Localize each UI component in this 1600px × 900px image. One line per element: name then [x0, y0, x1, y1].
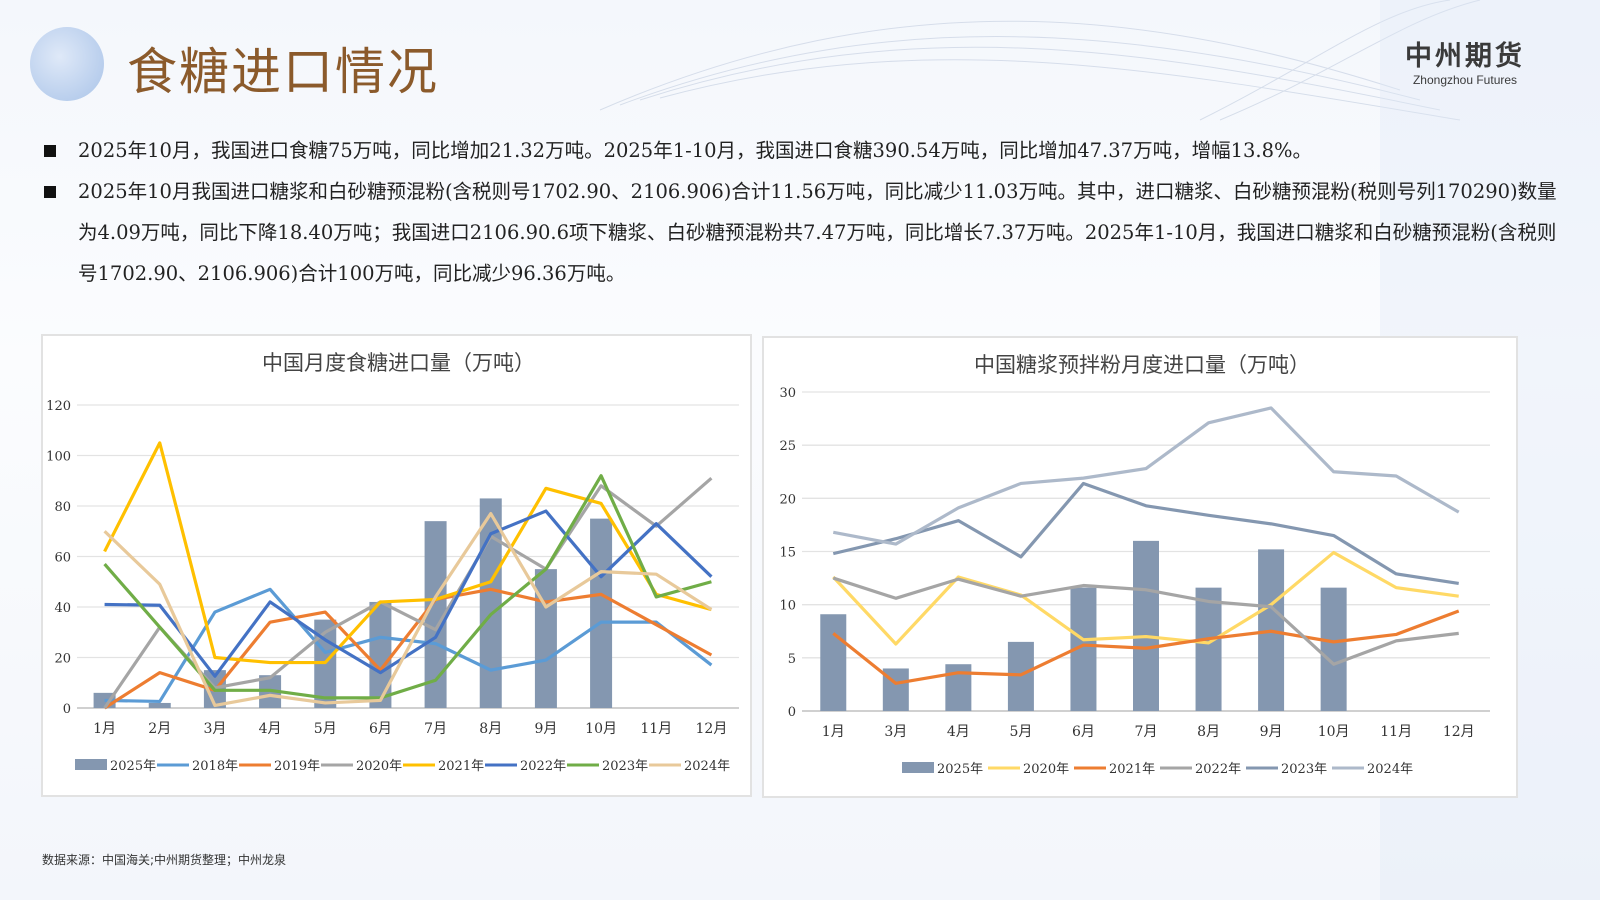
y-tick-label: 120: [46, 399, 71, 414]
chart-title: 中国月度食糖进口量（万吨）: [262, 351, 535, 375]
legend-label: 2020年: [1023, 762, 1069, 777]
logo-icon: [30, 27, 104, 101]
data-source: 数据来源：中国海关;中州期货整理；中州龙泉: [42, 853, 287, 867]
bar-2025年: [820, 614, 847, 711]
legend-label: 2023年: [602, 759, 648, 774]
chart-svg: 中国月度食糖进口量（万吨） 0 20 40 60 80 100 120 1月 2月 3月 4月 5月 6月…: [46, 351, 739, 774]
line-2024年: [832, 406, 1460, 546]
legend-label: 2018年: [192, 759, 238, 774]
legend-label: 2021年: [1109, 762, 1155, 777]
y-tick-label: 20: [779, 492, 796, 507]
legend-label: 2025年: [937, 762, 983, 777]
x-tick-label: 3月: [203, 721, 226, 737]
x-tick-label: 3月: [884, 724, 907, 740]
bar-2025年: [479, 498, 502, 708]
line-2023年: [832, 481, 1459, 585]
x-tick-label: 5月: [314, 721, 337, 737]
summary-bullets: 2025年10月，我国进口食糖75万吨，同比增加21.32万吨。2025年1-1…: [42, 130, 1562, 294]
brand-logo: 中州期货 Zhongzhou Futures: [1405, 34, 1525, 87]
line-2020年: [832, 550, 1459, 646]
bar-2025年: [148, 702, 171, 708]
y-tick-label: 40: [54, 601, 71, 616]
legend-label: 2022年: [520, 759, 566, 774]
x-tick-label: 9月: [1260, 724, 1283, 740]
x-tick-label: 8月: [1197, 724, 1220, 740]
legend-label: 2025年: [110, 759, 156, 774]
chart-svg: 中国糖浆预拌粉月度进口量（万吨） 0 5 10 15 20 25 30 1月 3月 4月 5月 6月 7月…: [779, 353, 1490, 777]
x-tick-label: 4月: [947, 724, 970, 740]
bullet-square-icon: [44, 145, 56, 157]
x-tick-label: 9月: [534, 721, 557, 737]
y-tick-label: 80: [54, 500, 71, 515]
bullet-square-icon: [44, 186, 56, 198]
legend-swatch: [75, 759, 107, 770]
line-2021年: [103, 441, 712, 665]
y-tick-label: 60: [54, 551, 71, 566]
x-tick-label: 1月: [822, 724, 845, 740]
x-tick-label: 7月: [1135, 724, 1158, 740]
y-tick-label: 15: [779, 546, 796, 561]
x-tick-label: 6月: [1072, 724, 1095, 740]
y-tick-label: 0: [63, 702, 71, 717]
bullet-item: 2025年10月，我国进口食糖75万吨，同比增加21.32万吨。2025年1-1…: [42, 130, 1562, 171]
x-tick-label: 11月: [1380, 724, 1412, 740]
x-tick-label: 8月: [479, 721, 502, 737]
bullet-item: 2025年10月我国进口糖浆和白砂糖预混粉(含税则号1702.90、2106.9…: [42, 171, 1562, 294]
x-tick-label: 11月: [640, 721, 672, 737]
legend-label: 2019年: [274, 759, 320, 774]
legend-swatch: [902, 762, 934, 773]
bar-2025年: [590, 518, 613, 708]
legend-label: 2023年: [1281, 762, 1327, 777]
y-tick-label: 5: [788, 652, 796, 667]
legend-label: 2024年: [684, 759, 730, 774]
legend-label: 2022年: [1195, 762, 1241, 777]
y-tick-label: 30: [779, 386, 796, 401]
x-tick-label: 6月: [369, 721, 392, 737]
x-tick-label: 7月: [424, 721, 447, 737]
brand-name-cn: 中州期货: [1405, 41, 1525, 72]
bullet-text: 2025年10月我国进口糖浆和白砂糖预混粉(含税则号1702.90、2106.9…: [78, 180, 1557, 285]
line-2023年: [103, 474, 712, 700]
x-tick-label: 1月: [93, 721, 116, 737]
y-tick-label: 0: [788, 705, 796, 720]
x-tick-label: 12月: [1443, 724, 1475, 740]
legend-label: 2021年: [438, 759, 484, 774]
chart-syrup-premix-imports: 中国糖浆预拌粉月度进口量（万吨） 0 5 10 15 20 25 30 1月 3月 4月 5月 6月 7月…: [762, 336, 1518, 798]
bar-2025年: [1133, 540, 1159, 711]
y-tick-label: 100: [46, 450, 71, 465]
chart-title: 中国糖浆预拌粉月度进口量（万吨）: [974, 353, 1310, 377]
bar-2025年: [1195, 587, 1222, 711]
bar-2025年: [369, 601, 392, 708]
x-tick-label: 4月: [259, 721, 282, 737]
x-tick-label: 2月: [148, 721, 171, 737]
bar-2025年: [424, 521, 447, 708]
x-tick-label: 5月: [1009, 724, 1032, 740]
y-tick-label: 20: [54, 652, 71, 667]
x-tick-label: 10月: [1318, 724, 1350, 740]
line-2021年: [832, 609, 1460, 685]
line-2024年: [103, 511, 713, 708]
chart-sugar-imports: 中国月度食糖进口量（万吨） 0 20 40 60 80 100 120 1月 2月 3月 4月 5月 6月…: [41, 334, 752, 797]
line-2022年: [832, 576, 1459, 666]
bar-2025年: [534, 569, 557, 708]
page-title: 食糖进口情况: [127, 43, 439, 101]
bullet-text: 2025年10月，我国进口食糖75万吨，同比增加21.32万吨。2025年1-1…: [78, 139, 1313, 162]
line-2020年: [103, 477, 713, 709]
bar-2025年: [1320, 587, 1347, 711]
y-tick-label: 10: [779, 599, 796, 614]
legend-label: 2020年: [356, 759, 402, 774]
brand-name-en: Zhongzhou Futures: [1412, 73, 1518, 87]
y-tick-label: 25: [779, 439, 796, 454]
line-2022年: [104, 509, 713, 678]
legend-label: 2024年: [1367, 762, 1413, 777]
x-tick-label: 12月: [696, 721, 728, 737]
x-tick-label: 10月: [585, 721, 617, 737]
